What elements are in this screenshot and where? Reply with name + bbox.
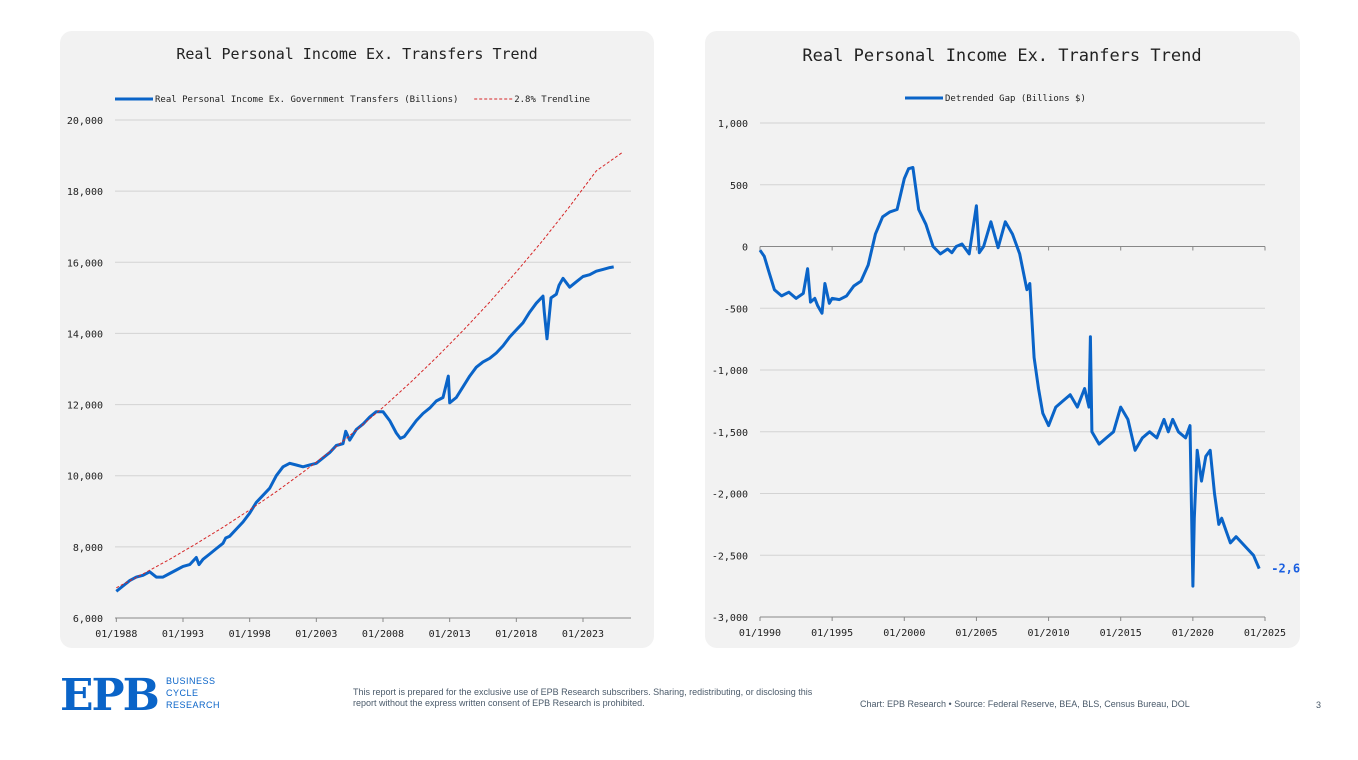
epb-logo: EPB BUSINESS CYCLE RESEARCH	[60, 670, 240, 721]
y-tick-label-3: -1,500	[712, 428, 748, 439]
legend-label-1: 2.8% Trendline	[514, 95, 590, 105]
x-tick-label-1: 01/1995	[811, 628, 853, 639]
y-tick-label-6: 18,000	[67, 187, 103, 198]
y-tick-label-1: -2,500	[712, 551, 748, 562]
page-number: 3	[1316, 700, 1322, 710]
y-tick-label-2: -2,000	[712, 490, 748, 501]
source-text: Chart: EPB Research • Source: Federal Re…	[860, 699, 1190, 709]
y-tick-label-1: 8,000	[73, 543, 103, 554]
y-tick-label-3: 12,000	[67, 401, 103, 412]
x-tick-label-6: 01/2018	[495, 629, 537, 640]
y-tick-label-5: -500	[724, 304, 748, 315]
y-tick-label-6: 0	[742, 243, 748, 254]
y-tick-label-7: 20,000	[67, 116, 103, 127]
x-tick-label-1: 01/1993	[162, 629, 204, 640]
x-tick-label-0: 01/1990	[739, 628, 781, 639]
x-tick-label-3: 01/2003	[295, 629, 337, 640]
x-tick-label-2: 01/2000	[883, 628, 925, 639]
y-tick-label-0: 6,000	[73, 614, 103, 625]
y-tick-label-0: -3,000	[712, 613, 748, 624]
x-tick-label-4: 01/2010	[1027, 628, 1069, 639]
chart-panel-left: Real Personal Income Ex. Transfers Trend…	[60, 31, 654, 648]
logo-mark-text: EPB	[60, 674, 158, 714]
epb-logo-mark: EPB	[60, 670, 160, 721]
x-tick-label-6: 01/2020	[1172, 628, 1214, 639]
legend-label-0: Real Personal Income Ex. Government Tran…	[155, 95, 458, 105]
detrended-gap-chart: Real Personal Income Ex. Tranfers Trend D…	[712, 46, 1300, 639]
series-line-trendline	[116, 151, 624, 589]
y-tick-label-4: 14,000	[67, 329, 103, 340]
x-tick-label-7: 01/2025	[1244, 628, 1286, 639]
x-tick-label-0: 01/1988	[95, 629, 137, 640]
y-tick-label-5: 16,000	[67, 258, 103, 269]
chart-panel-right: Real Personal Income Ex. Tranfers Trend D…	[705, 31, 1300, 648]
logo-line-business: BUSINESS	[166, 676, 216, 686]
x-tick-label-4: 01/2008	[362, 629, 404, 640]
income-trend-chart: Real Personal Income Ex. Transfers Trend…	[67, 45, 631, 640]
y-tick-label-4: -1,000	[712, 366, 748, 377]
x-tick-label-7: 01/2023	[562, 629, 604, 640]
end-value-label: -2,608	[1271, 562, 1300, 576]
series-line-main	[115, 265, 614, 593]
y-tick-label-8: 1,000	[718, 119, 748, 130]
x-tick-label-3: 01/2005	[955, 628, 997, 639]
y-tick-label-7: 500	[730, 181, 748, 192]
legend-label-0: Detrended Gap (Billions $)	[945, 94, 1086, 104]
y-tick-label-2: 10,000	[67, 472, 103, 483]
disclaimer-text: This report is prepared for the exclusiv…	[353, 687, 813, 708]
x-tick-label-5: 01/2013	[429, 629, 471, 640]
series-line-main	[758, 166, 1261, 588]
x-tick-label-5: 01/2015	[1100, 628, 1142, 639]
x-tick-label-2: 01/1998	[229, 629, 271, 640]
chart-title: Real Personal Income Ex. Transfers Trend	[176, 45, 537, 63]
chart-title: Real Personal Income Ex. Tranfers Trend	[802, 46, 1201, 66]
logo-line-cycle: CYCLE	[166, 688, 199, 698]
logo-line-research: RESEARCH	[166, 700, 221, 710]
